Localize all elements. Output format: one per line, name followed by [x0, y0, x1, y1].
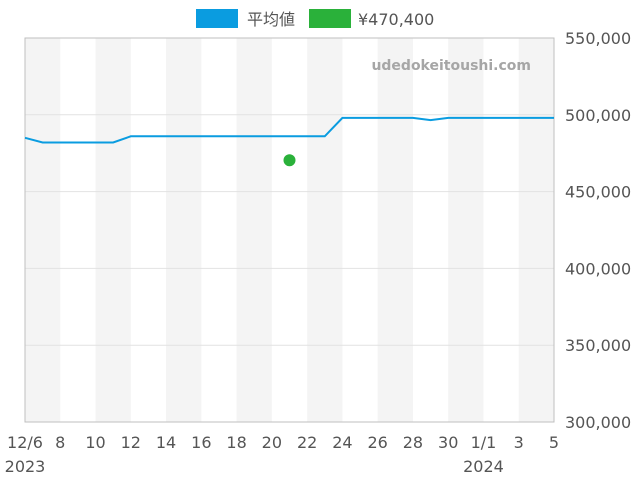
- band: [95, 38, 131, 422]
- y-tick-labels: 300,000 350,000 400,000 450,000 500,000 550,0…: [565, 29, 631, 432]
- x-tick-label: 16: [191, 433, 211, 452]
- y-tick-label: 450,000: [565, 183, 631, 202]
- legend-label-average: 平均値: [247, 10, 295, 29]
- x-tick-label: 1/1: [471, 433, 497, 452]
- x-tick-label: 24: [332, 433, 352, 452]
- x-tick-label: 10: [85, 433, 105, 452]
- x-tick-label: 5: [549, 433, 559, 452]
- x-year-label: 2024: [463, 457, 504, 476]
- y-tick-label: 300,000: [565, 413, 631, 432]
- y-tick-label: 400,000: [565, 259, 631, 278]
- y-tick-label: 350,000: [565, 336, 631, 355]
- x-tick-label: 22: [297, 433, 317, 452]
- band: [25, 38, 61, 422]
- x-tick-label: 14: [156, 433, 176, 452]
- band: [377, 38, 413, 422]
- legend-label-price: ¥470,400: [358, 10, 434, 29]
- legend-swatch-average: [196, 9, 238, 28]
- average-line: [24, 116, 554, 144]
- x-tick-label: 20: [262, 433, 282, 452]
- band: [307, 38, 343, 422]
- x-year-label: 2023: [5, 457, 46, 476]
- band: [448, 38, 484, 422]
- x-tick-label: 8: [55, 433, 65, 452]
- x-tick-labels: 12/6 8 10 12 14 16 18 20 22 24 26 28 30 1/1 3 5 2023 2024: [5, 433, 559, 476]
- x-tick-label: 3: [514, 433, 524, 452]
- band: [166, 38, 202, 422]
- y-tick-label: 550,000: [565, 29, 631, 48]
- legend: 平均値 ¥470,400: [196, 9, 434, 29]
- legend-swatch-price: [309, 9, 351, 28]
- watermark: udedokeitoushi.com: [371, 58, 531, 74]
- band: [518, 38, 554, 422]
- x-tick-label: 12/6: [7, 433, 43, 452]
- alternating-bands: [25, 38, 554, 422]
- x-tick-label: 12: [121, 433, 141, 452]
- x-tick-label: 26: [367, 433, 387, 452]
- x-tick-label: 30: [438, 433, 458, 452]
- price-point: [283, 154, 296, 167]
- x-tick-label: 18: [226, 433, 246, 452]
- band: [236, 38, 272, 422]
- y-tick-label: 500,000: [565, 106, 631, 125]
- series-layer: [24, 116, 554, 167]
- x-tick-label: 28: [403, 433, 423, 452]
- plot-border: [24, 37, 555, 423]
